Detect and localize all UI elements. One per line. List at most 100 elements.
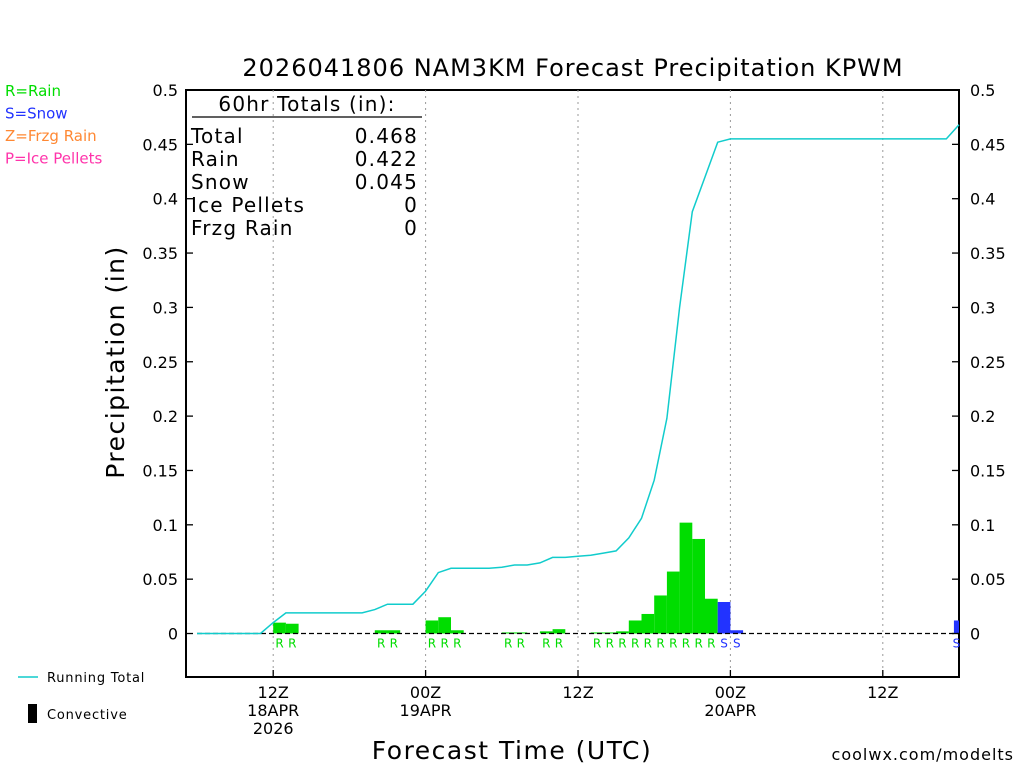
- precip-bar: [654, 595, 667, 634]
- y-tick-label: 0.25: [142, 353, 178, 372]
- x-tick-label: 19APR: [400, 701, 452, 720]
- y-tick-label-right: 0.5: [970, 81, 995, 100]
- precip-bar: [705, 598, 718, 634]
- precip-bar: [679, 522, 693, 634]
- totals-heading: 60hr Totals (in):: [218, 92, 395, 116]
- x-tick-label: 00Z: [410, 683, 441, 702]
- ptype-label: R: [428, 637, 436, 651]
- ptype-label: R: [682, 637, 690, 651]
- ptype-label: R: [288, 637, 296, 651]
- precip-bar: [552, 629, 566, 634]
- x-tick-label: 18APR: [247, 701, 299, 720]
- precip-bar: [374, 630, 388, 634]
- y-tick-label: 0.45: [142, 135, 178, 154]
- precip-bar: [717, 601, 731, 634]
- precip-bar: [616, 631, 629, 634]
- ptype-label: R: [517, 637, 525, 651]
- precip-bar: [387, 630, 401, 634]
- ptype-label: R: [618, 637, 626, 651]
- running-total-line: [197, 124, 960, 635]
- totals-row-value: 0: [404, 216, 418, 240]
- x-tick-label: 12Z: [562, 683, 593, 702]
- ptype-label: R: [694, 637, 702, 651]
- ptype-label: R: [390, 637, 398, 651]
- precip-bar: [425, 620, 439, 634]
- totals-row-value: 0.422: [355, 147, 418, 171]
- totals-row-value: 0.468: [355, 124, 418, 148]
- grid-lines: [272, 90, 884, 677]
- y-tick-label: 0: [168, 625, 178, 644]
- ptype-label: R: [440, 637, 448, 651]
- ptype-label: R: [504, 637, 512, 651]
- y-axis-right: 0 0.05 0.1 0.15 0.2 0.25 0.3 0.35 0.4 0.45 0.5: [952, 81, 1006, 644]
- ptype-label: S: [953, 637, 961, 651]
- precip-bar: [628, 620, 642, 634]
- precip-bar: [539, 631, 553, 634]
- ptype-legend: R=Rain S=Snow Z=Frzg Rain P=Ice Pellets: [5, 82, 102, 168]
- precip-bar: [438, 617, 451, 634]
- x-tick-label: 12Z: [258, 683, 289, 702]
- precip-bar: [451, 630, 464, 634]
- ptype-label: R: [542, 637, 550, 651]
- precip-bar: [692, 538, 705, 634]
- y-tick-label: 0.35: [142, 244, 178, 263]
- precip-bar: [730, 630, 744, 634]
- precip-bar: [273, 622, 286, 634]
- ptype-label: R: [555, 637, 563, 651]
- convective-legend-swatch: [28, 704, 37, 723]
- y-tick-label-right: 0.05: [970, 570, 1006, 589]
- ptype-label: R: [377, 637, 385, 651]
- running-total-legend-label: Running Total: [47, 671, 145, 686]
- x-tick-label: 00Z: [715, 683, 746, 702]
- totals-row-value: 0.045: [355, 170, 418, 194]
- y-tick-label-right: 0.3: [970, 298, 995, 317]
- y-tick-label: 0.4: [153, 190, 178, 209]
- y-axis-label: Precipitation (in): [101, 245, 130, 479]
- y-tick-label-right: 0.1: [970, 516, 995, 535]
- x-tick-label: 20APR: [704, 701, 756, 720]
- y-tick-label-right: 0.15: [970, 461, 1006, 480]
- ptype-label: R: [669, 637, 677, 651]
- ptype-label: S: [733, 637, 741, 651]
- totals-box: 60hr Totals (in): Total 0.468 Rain 0.422 Sno…: [190, 92, 422, 240]
- ptype-legend-entry: Z=Frzg Rain: [5, 127, 97, 145]
- y-tick-label: 0.1: [153, 516, 178, 535]
- precip-bars: [273, 522, 959, 634]
- totals-row-label: Frzg Rain: [191, 216, 294, 240]
- y-tick-label: 0.3: [153, 298, 178, 317]
- precip-bar: [501, 632, 515, 634]
- totals-row-label: Ice Pellets: [191, 193, 305, 217]
- ptype-label: R: [631, 637, 639, 651]
- ptype-label: R: [606, 637, 614, 651]
- bottom-legend: Running Total Convective: [18, 671, 145, 723]
- precip-bar: [285, 623, 299, 634]
- y-tick-label-right: 0.45: [970, 135, 1006, 154]
- ptype-legend-entry: P=Ice Pellets: [5, 150, 102, 168]
- ptype-label: R: [707, 637, 715, 651]
- y-tick-label-right: 0.25: [970, 353, 1006, 372]
- y-tick-label: 0.15: [142, 461, 178, 480]
- ptype-label: R: [656, 637, 664, 651]
- y-axis-left: 0 0.05 0.1 0.15 0.2 0.25 0.3 0.35 0.4 0.45 0.5: [142, 81, 193, 644]
- totals-row-label: Total: [190, 124, 244, 148]
- ptype-legend-entry: R=Rain: [5, 82, 61, 100]
- y-tick-label-right: 0.4: [970, 190, 995, 209]
- ptype-label: R: [453, 637, 461, 651]
- totals-row-label: Rain: [191, 147, 240, 171]
- convective-legend-label: Convective: [47, 708, 128, 723]
- totals-row-label: Snow: [191, 170, 250, 194]
- x-axis-label: Forecast Time (UTC): [372, 736, 652, 765]
- y-tick-label: 0.05: [142, 570, 178, 589]
- x-tick-label: 2026: [253, 719, 294, 738]
- totals-row-value: 0: [404, 193, 418, 217]
- y-tick-label-right: 0.2: [970, 407, 995, 426]
- y-tick-label: 0.5: [153, 81, 178, 100]
- y-tick-label-right: 0: [970, 625, 980, 644]
- ptype-label: R: [275, 637, 283, 651]
- credit-text: coolwx.com/modelts: [832, 745, 1014, 764]
- precip-bar: [953, 620, 959, 634]
- y-tick-label: 0.2: [153, 407, 178, 426]
